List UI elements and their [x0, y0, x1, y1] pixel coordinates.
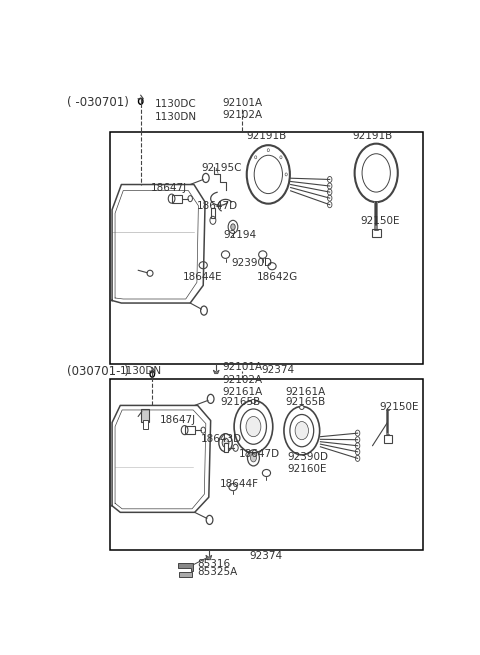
Polygon shape — [178, 563, 193, 571]
Polygon shape — [172, 195, 182, 202]
Ellipse shape — [251, 400, 256, 403]
Text: 18644F: 18644F — [220, 479, 259, 489]
Bar — [385, 410, 389, 434]
Text: (030701- ): (030701- ) — [67, 365, 129, 378]
Text: 18647D: 18647D — [197, 200, 238, 211]
Text: 85316: 85316 — [197, 559, 230, 569]
Text: 92165B: 92165B — [285, 398, 325, 407]
Text: 18647J: 18647J — [160, 415, 196, 424]
Circle shape — [222, 438, 229, 447]
Polygon shape — [206, 555, 212, 560]
Text: 18642G: 18642G — [257, 272, 299, 282]
Text: 92390D: 92390D — [232, 258, 273, 268]
Bar — [374, 200, 378, 230]
Bar — [211, 208, 215, 218]
Polygon shape — [185, 426, 195, 434]
Text: 92150E: 92150E — [379, 402, 419, 413]
Text: 1130DN: 1130DN — [120, 366, 162, 376]
Polygon shape — [213, 370, 219, 373]
Text: 18647D: 18647D — [239, 449, 280, 459]
Text: 92195C: 92195C — [202, 163, 242, 174]
Bar — [110, 132, 423, 364]
Text: 92101A
92102A: 92101A 92102A — [222, 362, 263, 385]
Bar — [224, 443, 228, 452]
Ellipse shape — [300, 405, 304, 409]
Text: ( -030701): ( -030701) — [67, 96, 129, 109]
Text: 92150E: 92150E — [360, 216, 400, 226]
Text: 18647J: 18647J — [151, 183, 187, 193]
Text: 92191B: 92191B — [352, 131, 393, 141]
Circle shape — [295, 422, 309, 440]
Bar — [143, 420, 148, 429]
Bar — [141, 409, 148, 422]
Text: 85325A: 85325A — [197, 567, 237, 577]
Bar — [110, 379, 423, 550]
Circle shape — [231, 224, 235, 230]
Text: 92191B: 92191B — [246, 131, 287, 141]
Text: 92390D
92160E: 92390D 92160E — [287, 452, 328, 474]
Text: 92374: 92374 — [250, 552, 283, 561]
Text: 92165B: 92165B — [220, 398, 260, 407]
Circle shape — [246, 417, 261, 437]
Text: 92101A
92102A: 92101A 92102A — [222, 98, 263, 120]
Text: 92161A: 92161A — [286, 387, 325, 398]
Text: 18643D: 18643D — [201, 434, 242, 444]
Text: 1130DC
1130DN: 1130DC 1130DN — [155, 99, 197, 122]
Text: 92374: 92374 — [261, 365, 294, 375]
Text: 92161A: 92161A — [222, 387, 263, 398]
Text: 18644E: 18644E — [183, 272, 222, 282]
Bar — [384, 435, 392, 443]
Polygon shape — [179, 572, 192, 577]
Text: 92194: 92194 — [224, 230, 257, 240]
Circle shape — [251, 454, 256, 462]
Bar — [372, 229, 381, 238]
